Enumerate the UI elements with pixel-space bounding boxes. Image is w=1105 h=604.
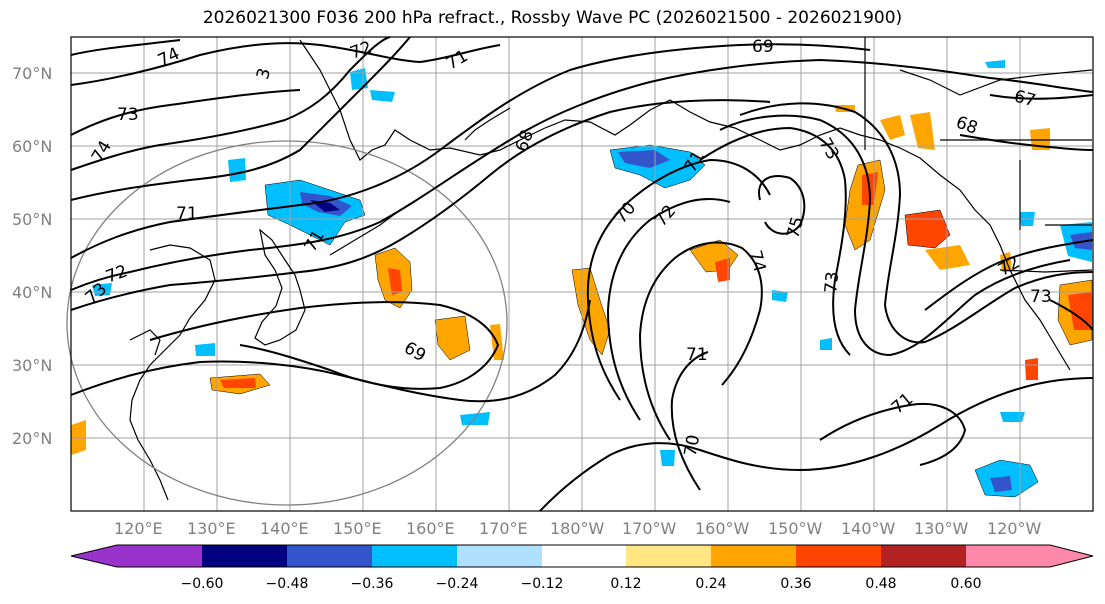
contour-lines <box>70 36 1094 512</box>
contour-label: 72 <box>995 252 1024 280</box>
negative-anomaly-patch <box>228 158 246 182</box>
lat-label: 50°N <box>12 210 52 229</box>
colorbar-segment <box>287 545 372 567</box>
lon-label: 120°E <box>114 519 163 538</box>
positive-anomaly-patch <box>715 258 730 282</box>
lon-label: 120°W <box>987 519 1042 538</box>
colorbar-segment <box>881 545 966 567</box>
lat-label: 30°N <box>12 356 52 375</box>
lon-label: 150°W <box>768 519 823 538</box>
lat-label: 20°N <box>12 429 52 448</box>
colorbar: −0.60 −0.48 −0.36 −0.24 −0.12 0.12 0.24 … <box>70 544 1094 592</box>
contour-label: 73 <box>1030 287 1052 307</box>
contour-label: 68 <box>512 127 538 154</box>
graticule <box>71 37 1093 511</box>
lon-label: 180°W <box>550 519 605 538</box>
colorbar-segment <box>202 545 287 567</box>
lon-label: 130°E <box>187 519 236 538</box>
contour-label: 70 <box>611 198 640 227</box>
contour-label: 73 <box>821 271 843 294</box>
latitude-labels: 70°N 60°N 50°N 40°N 30°N 20°N <box>12 64 52 448</box>
lon-label: 170°E <box>479 519 528 538</box>
contour-label: 71 <box>888 389 917 418</box>
contour-label: 67 <box>1012 86 1038 111</box>
contour-label: 74 <box>744 248 769 274</box>
positive-anomaly-patch <box>1025 358 1038 380</box>
contour-label: 68 <box>953 113 980 139</box>
contour-label: 72 <box>348 38 375 64</box>
contour-label: 3 <box>253 66 275 82</box>
colorbar-segment <box>71 545 202 567</box>
positive-anomaly-patch <box>388 268 402 295</box>
positive-anomaly-patch <box>220 378 256 388</box>
positive-anomaly-patch <box>1030 128 1050 150</box>
lon-label: 130°W <box>914 519 969 538</box>
lon-label: 160°W <box>695 519 750 538</box>
negative-anomaly-patch <box>660 450 675 466</box>
colorbar-tick-label: 0.24 <box>695 576 726 592</box>
contour-label: 71 <box>443 46 472 74</box>
colorbar-outline <box>70 544 1094 568</box>
colorbar-segment <box>457 545 542 567</box>
colorbar-segment <box>626 545 711 567</box>
colorbar-tick-label: 0.36 <box>780 576 811 592</box>
lon-label: 160°E <box>406 519 455 538</box>
positive-anomaly-patch <box>910 112 935 150</box>
contour-label: 71 <box>686 345 708 365</box>
negative-anomaly-patch <box>370 90 395 102</box>
contour-label-group: 74 72 71 69 73 74 71 72 68 71 70 72 75 7… <box>82 37 1052 458</box>
lon-label: 150°E <box>333 519 382 538</box>
colorbar-tick-label: −0.12 <box>521 576 564 592</box>
colorbar-segment <box>796 545 881 567</box>
colorbar-segment <box>966 545 1093 567</box>
contour-label: 73 <box>117 105 139 125</box>
negative-anomaly-patch <box>772 290 788 302</box>
contour-label: 71 <box>176 204 198 224</box>
lon-label: 140°E <box>260 519 309 538</box>
map-frame <box>70 36 1094 512</box>
longitude-labels: 120°E 130°E 140°E 150°E 160°E 170°E 180°… <box>114 519 1042 538</box>
negative-anomaly-patch <box>820 338 832 350</box>
map-title: 2026021300 F036 200 hPa refract., Rossby… <box>202 8 903 28</box>
positive-anomaly-patch <box>880 115 905 140</box>
contour-label: 75 <box>783 215 808 241</box>
colorbar-segment <box>711 545 796 567</box>
colorbar-tick-label: −0.24 <box>436 576 479 592</box>
contour-label: 69 <box>400 338 429 366</box>
colorbar-tick-label: −0.36 <box>351 576 394 592</box>
positive-anomaly-patch <box>904 209 951 249</box>
colorbar-tick-label: 0.60 <box>950 576 981 592</box>
contour-label: 74 <box>88 137 116 166</box>
negative-anomaly-patch <box>990 476 1012 492</box>
lon-label: 170°W <box>622 519 677 538</box>
coastlines <box>129 37 1093 501</box>
contour-label: 69 <box>752 37 774 57</box>
negative-anomaly-patch <box>985 60 1005 68</box>
colorbar-tick-label: 0.12 <box>610 576 641 592</box>
negative-anomaly-patch <box>195 343 215 356</box>
colorbar-tick-label: 0.48 <box>865 576 896 592</box>
negative-anomaly-patch <box>92 283 112 296</box>
lat-label: 70°N <box>12 64 52 83</box>
negative-anomaly-patch <box>350 68 368 90</box>
positive-anomaly-patch <box>1068 292 1092 330</box>
region-circle <box>66 140 508 506</box>
negative-anomaly-patch <box>618 150 670 168</box>
contour-label: 70 <box>681 433 704 458</box>
colorbar-segment <box>542 545 626 567</box>
positive-anomaly-patch <box>434 315 471 361</box>
colorbar-tick-label: −0.60 <box>181 576 224 592</box>
colorbar-tick-label: −0.48 <box>266 576 309 592</box>
lat-label: 40°N <box>12 283 52 302</box>
colorbar-segment <box>372 545 457 567</box>
negative-anomaly-patch <box>1000 412 1025 422</box>
lon-label: 140°W <box>841 519 896 538</box>
lat-label: 60°N <box>12 137 52 156</box>
